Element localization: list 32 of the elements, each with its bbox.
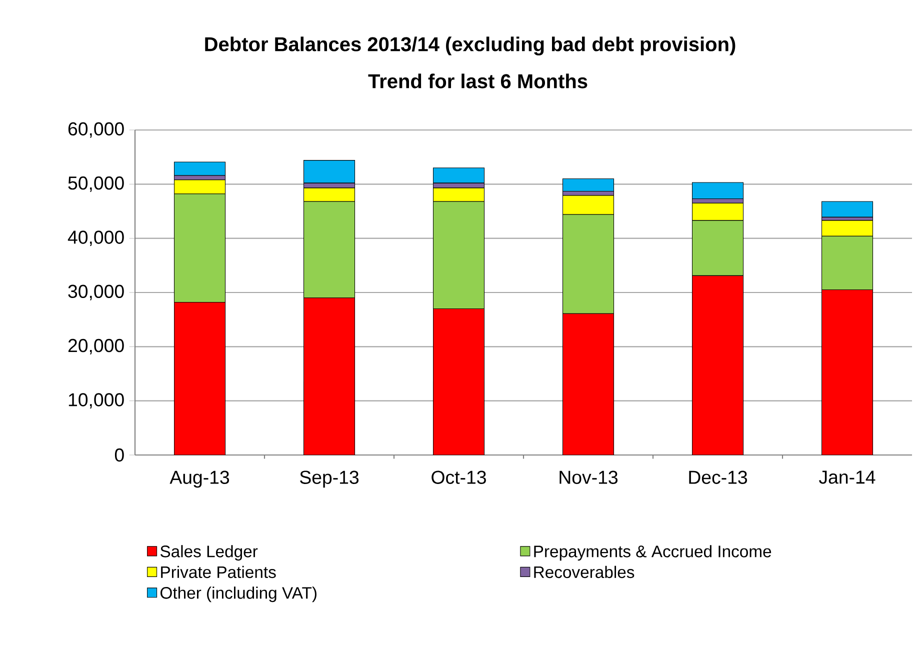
bar [303,298,356,455]
x-tick-label: Aug-13 [170,470,230,488]
legend-label: Recoverables [534,566,634,578]
y-tick-label: 50,000 [68,176,124,192]
bar [821,201,874,218]
bar [562,178,614,192]
bar [303,160,356,184]
bar [692,275,744,455]
legend-label: Prepayments & Accrued Income [534,545,772,561]
y-tick-label: 10,000 [68,393,124,409]
x-tick-label: Dec-13 [689,470,748,484]
bar [692,182,744,200]
x-tick-label: Oct-13 [432,470,486,484]
legend-label: Private Patients [161,566,276,578]
x-tick-label: Jan-14 [819,470,876,484]
y-tick-label: 0 [114,448,124,462]
chart-title: Debtor Balances 2013/14 (excluding bad debt provision) [205,36,736,56]
y-tick-label: 40,000 [68,230,124,246]
y-tick-label: 30,000 [68,284,124,300]
y-tick-label: 20,000 [68,338,124,354]
bar [432,168,485,184]
x-tick-label: Nov-13 [560,470,618,484]
bar [174,302,226,455]
legend-label: Other (including VAT) [160,586,316,602]
x-tick-label: Sep-13 [300,470,359,488]
bar [821,290,874,455]
legend-label: Sales Ledger [160,545,258,561]
bar [432,308,485,455]
bar [174,162,226,176]
chart-subtitle: Trend for last 6 Months [368,74,588,88]
bar [562,313,614,455]
y-tick-label: 60,000 [68,122,124,138]
